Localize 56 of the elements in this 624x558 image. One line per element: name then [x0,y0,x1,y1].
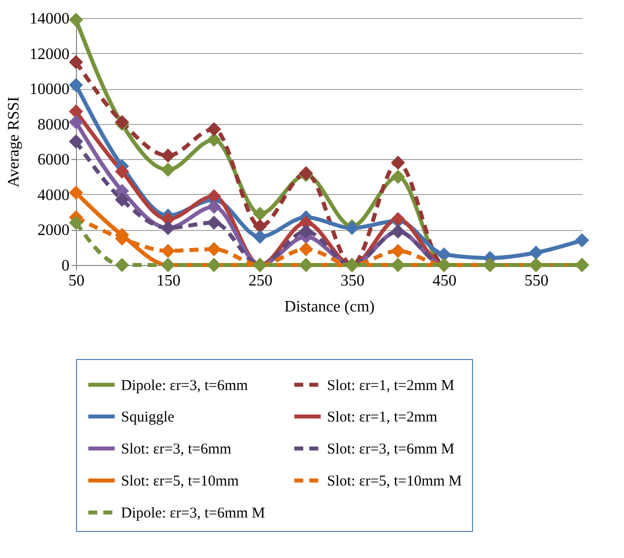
point [206,122,222,136]
point [68,55,84,70]
point [68,186,84,200]
x-tick-label: 250 [248,272,272,290]
y-tick-label: 0 [62,258,70,274]
point [252,219,268,234]
point [298,242,314,256]
legend-label: Dipole: εr=3, t=6mm M [121,506,266,522]
point [206,242,222,256]
x-axis-title: Distance (cm) [284,298,375,316]
y-tick-label: 4000 [38,186,70,204]
y-tick-label: 14000 [30,10,70,28]
x-tick-label: 450 [432,272,456,290]
point [206,216,222,230]
point [206,189,222,204]
point [160,244,176,258]
point [114,192,130,207]
y-axis-title: Average RSSI [6,96,22,188]
legend-label: Slot: εr=3, t=6mm [121,442,232,458]
point [252,230,268,244]
point [68,216,84,230]
legend-label: Slot: εr=5, t=10mm M [327,474,462,490]
point [390,244,406,258]
legend-label: Slot: εr=1, t=2mm [327,410,438,426]
point [160,148,176,163]
point [528,246,544,260]
point [114,164,130,179]
y-tick-label: 10000 [30,81,70,98]
point [390,156,406,170]
point [68,134,84,149]
legend-label: Dipole: εr=3, t=6mm [121,378,248,394]
point [206,132,222,147]
point [206,200,222,214]
x-tick-label: 50 [68,272,84,290]
legend-label: Squiggle [121,410,175,426]
y-tick-label: 12000 [30,46,70,63]
y-tick-label: 8000 [38,116,70,134]
x-tick-label: 550 [524,272,548,290]
y-tick-label: 2000 [38,222,70,240]
point [436,247,452,262]
point [252,206,268,221]
point [68,104,84,119]
point [68,115,84,130]
legend-label: Slot: εr=1, t=2mm M [327,378,454,394]
point [298,224,314,239]
point [574,233,590,248]
point [68,78,84,92]
x-tick-label: 150 [156,272,180,290]
legend-label: Slot: εr=3, t=6mm M [327,442,454,458]
point [160,162,176,177]
legend-label: Slot: εr=5, t=10mm [121,474,240,490]
x-tick-label: 350 [340,272,364,290]
point [114,258,130,272]
y-tick-label: 6000 [38,152,70,169]
point [68,12,84,27]
point [390,170,406,184]
